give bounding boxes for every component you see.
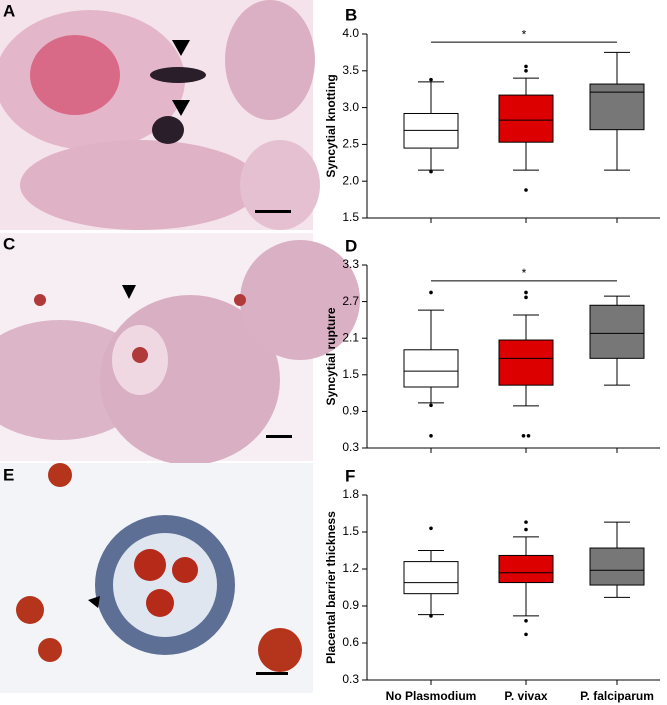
y-tick-label: 1.8 xyxy=(342,487,359,501)
panel-label: B xyxy=(345,5,357,24)
y-tick-label: 2.7 xyxy=(342,294,359,308)
outlier xyxy=(429,169,433,174)
outlier xyxy=(524,295,528,300)
y-tick-label: 0.9 xyxy=(342,598,359,612)
x-tick-label: No Plasmodium xyxy=(386,689,477,703)
y-tick-label: 4.0 xyxy=(342,26,359,40)
box xyxy=(589,304,645,359)
micrograph-c xyxy=(0,233,360,465)
panel-label: A xyxy=(3,1,15,20)
outlier xyxy=(521,434,526,438)
y-tick-label: 0.3 xyxy=(342,672,359,686)
significance-label: * xyxy=(522,266,527,280)
micrograph-a xyxy=(0,0,320,230)
y-tick-label: 1.2 xyxy=(342,561,359,575)
y-axis-label: Syncytial knotting xyxy=(324,74,338,177)
outlier xyxy=(524,188,528,192)
box xyxy=(498,94,554,143)
outlier xyxy=(429,614,433,618)
x-tick-label: P. vivax xyxy=(504,689,547,703)
box xyxy=(498,554,554,584)
y-tick-label: 3.3 xyxy=(342,257,359,271)
y-tick-label: 0.9 xyxy=(342,404,359,418)
box xyxy=(498,339,554,386)
outlier xyxy=(429,526,433,531)
panel-label: E xyxy=(3,465,14,484)
box xyxy=(589,83,645,131)
y-tick-label: 3.5 xyxy=(342,63,359,77)
panel-label: C xyxy=(3,234,15,253)
outlier xyxy=(429,290,433,295)
y-tick-label: 1.5 xyxy=(342,210,359,224)
outlier xyxy=(429,434,433,438)
outlier xyxy=(524,619,528,623)
y-tick-label: 2.0 xyxy=(342,173,359,187)
box xyxy=(403,349,459,388)
y-axis-label: Placental barrier thickness xyxy=(324,511,338,664)
micrograph-e xyxy=(0,463,313,693)
y-tick-label: 2.1 xyxy=(342,330,359,344)
outlier xyxy=(526,434,531,438)
significance-label: * xyxy=(522,27,527,41)
outlier xyxy=(524,520,528,524)
panel-label: D xyxy=(345,236,357,255)
outlier xyxy=(429,77,433,82)
y-tick-label: 2.5 xyxy=(342,137,359,151)
outlier xyxy=(429,403,433,408)
panel-label: F xyxy=(345,466,355,485)
y-tick-label: 1.5 xyxy=(342,367,359,381)
outlier xyxy=(524,290,528,295)
outlier xyxy=(524,69,528,73)
box xyxy=(589,547,645,586)
y-tick-label: 1.5 xyxy=(342,524,359,538)
outlier xyxy=(524,632,528,637)
y-tick-label: 0.6 xyxy=(342,635,359,649)
outlier xyxy=(524,64,528,69)
y-tick-label: 0.3 xyxy=(342,440,359,454)
y-tick-label: 3.0 xyxy=(342,100,359,114)
y-axis-label: Syncytial rupture xyxy=(324,307,338,405)
outlier xyxy=(524,527,528,532)
x-tick-label: P. falciparum xyxy=(580,689,654,703)
box xyxy=(403,561,459,595)
